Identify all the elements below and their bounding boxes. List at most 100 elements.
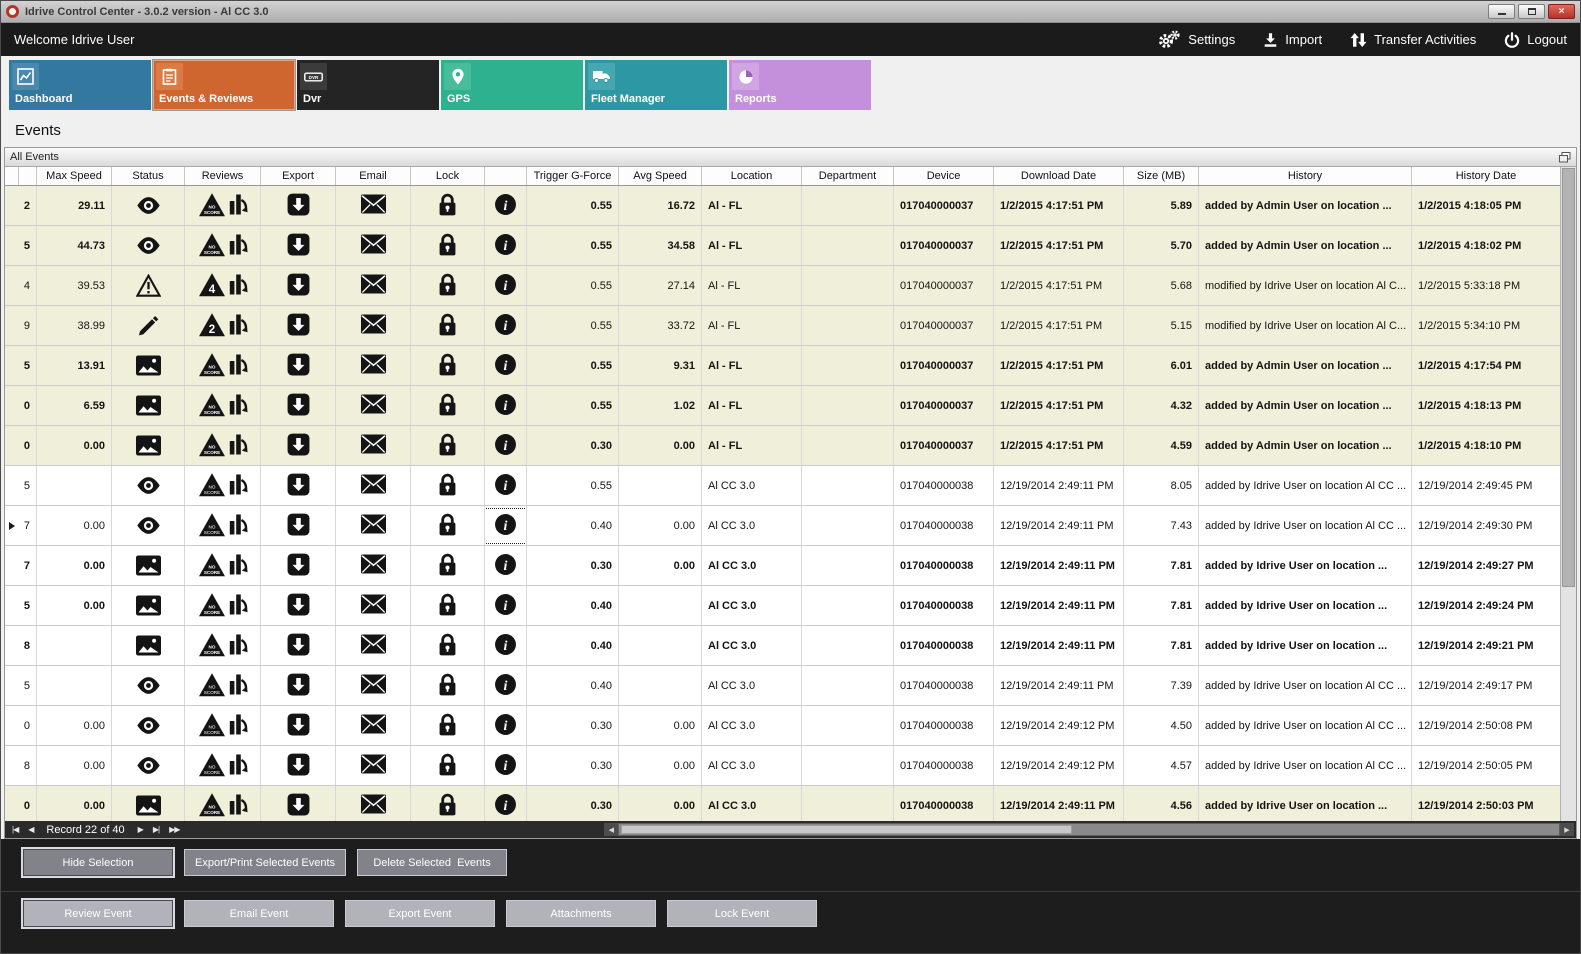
info-cell[interactable]: i xyxy=(485,426,527,465)
info-icon[interactable]: i xyxy=(494,633,517,659)
next-record-button[interactable]: ▶ xyxy=(137,825,144,834)
export-cell[interactable] xyxy=(261,466,336,505)
previous-record-button[interactable]: ◀ xyxy=(28,825,34,834)
tab-fleet-manager[interactable]: Fleet Manager xyxy=(585,60,727,110)
email-icon[interactable] xyxy=(360,314,387,337)
lock-icon[interactable] xyxy=(437,312,458,340)
export-event-button[interactable]: Export Event xyxy=(345,900,495,927)
email-cell[interactable] xyxy=(336,346,411,385)
export-cell[interactable] xyxy=(261,506,336,545)
email-icon[interactable] xyxy=(360,794,387,817)
column-header-trigger-g-force[interactable]: Trigger G-Force xyxy=(527,167,619,185)
lock-cell[interactable] xyxy=(411,266,485,305)
export-cell[interactable] xyxy=(261,346,336,385)
email-cell[interactable] xyxy=(336,266,411,305)
email-icon[interactable] xyxy=(360,754,387,777)
info-cell[interactable]: i xyxy=(485,466,527,505)
info-cell[interactable]: i xyxy=(485,506,527,545)
lock-cell[interactable] xyxy=(411,586,485,625)
info-cell[interactable]: i xyxy=(485,786,527,821)
email-cell[interactable] xyxy=(336,546,411,585)
lock-cell[interactable] xyxy=(411,346,485,385)
lock-icon[interactable] xyxy=(437,792,458,820)
info-icon[interactable]: i xyxy=(494,273,517,299)
table-row[interactable]: 2 29.11 NO SCORE i 0.55 16.72 Al - FL 0170400000… xyxy=(5,186,1560,226)
tab-dvr[interactable]: DVR Dvr xyxy=(297,60,439,110)
horizontal-scrollbar-thumb[interactable] xyxy=(621,825,1073,834)
table-row[interactable]: 4 39.53 4 i 0.55 27.14 Al - FL 017040000037 1/2/… xyxy=(5,266,1560,306)
reviews-cell[interactable]: NO SCORE xyxy=(185,346,261,385)
email-cell[interactable] xyxy=(336,426,411,465)
column-header-export[interactable]: Export xyxy=(261,167,336,185)
info-icon[interactable]: i xyxy=(494,353,517,379)
info-icon[interactable]: i xyxy=(494,233,517,259)
last-record-button[interactable]: ▶| xyxy=(152,825,160,834)
horizontal-scrollbar[interactable]: ◀ ▶ xyxy=(604,823,1574,836)
lock-icon[interactable] xyxy=(437,552,458,580)
info-icon[interactable]: i xyxy=(494,673,517,699)
table-row[interactable]: 0 0.00 NO SCORE i 0.30 0.00 Al CC 3.0 0170400000… xyxy=(5,706,1560,746)
info-icon[interactable]: i xyxy=(494,553,517,579)
info-icon[interactable]: i xyxy=(494,513,517,539)
lock-cell[interactable] xyxy=(411,786,485,821)
lock-cell[interactable] xyxy=(411,186,485,225)
reviews-cell[interactable]: NO SCORE xyxy=(185,746,261,785)
review-event-button[interactable]: Review Event xyxy=(23,900,173,927)
lock-icon[interactable] xyxy=(437,752,458,780)
reviews-cell[interactable]: NO SCORE xyxy=(185,626,261,665)
lock-icon[interactable] xyxy=(437,352,458,380)
email-icon[interactable] xyxy=(360,434,387,457)
export-icon[interactable] xyxy=(286,552,311,580)
export-icon[interactable] xyxy=(286,272,311,300)
info-cell[interactable]: i xyxy=(485,226,527,265)
email-cell[interactable] xyxy=(336,746,411,785)
export-icon[interactable] xyxy=(286,752,311,780)
info-icon[interactable]: i xyxy=(494,193,517,219)
export-icon[interactable] xyxy=(286,512,311,540)
lock-event-button[interactable]: Lock Event xyxy=(667,900,817,927)
reviews-cell[interactable]: 2 xyxy=(185,306,261,345)
export-print-selected-events-button[interactable]: Export/Print Selected Events xyxy=(184,849,347,876)
table-row[interactable]: 7 0.00 NO SCORE i 0.30 0.00 Al CC 3.0 0170400000… xyxy=(5,546,1560,586)
attachments-button[interactable]: Attachments xyxy=(506,900,656,927)
info-cell[interactable]: i xyxy=(485,586,527,625)
close-button[interactable]: × xyxy=(1548,4,1575,19)
export-icon[interactable] xyxy=(286,712,311,740)
info-cell[interactable]: i xyxy=(485,666,527,705)
column-header-size-mb[interactable]: Size (MB) xyxy=(1124,167,1199,185)
logout-action[interactable]: Logout xyxy=(1504,31,1567,48)
email-icon[interactable] xyxy=(360,474,387,497)
email-event-button[interactable]: Email Event xyxy=(184,900,334,927)
info-icon[interactable]: i xyxy=(494,593,517,619)
info-cell[interactable]: i xyxy=(485,546,527,585)
lock-icon[interactable] xyxy=(437,472,458,500)
table-row[interactable]: 5 44.73 NO SCORE i 0.55 34.58 Al - FL 0170400000… xyxy=(5,226,1560,266)
import-action[interactable]: Import xyxy=(1263,32,1322,48)
lock-icon[interactable] xyxy=(437,592,458,620)
info-icon[interactable]: i xyxy=(494,313,517,339)
lock-cell[interactable] xyxy=(411,506,485,545)
export-icon[interactable] xyxy=(286,472,311,500)
email-cell[interactable] xyxy=(336,666,411,705)
lock-cell[interactable] xyxy=(411,626,485,665)
column-header-download-date[interactable]: Download Date xyxy=(994,167,1124,185)
lock-cell[interactable] xyxy=(411,546,485,585)
lock-cell[interactable] xyxy=(411,306,485,345)
tab-reports[interactable]: Reports xyxy=(729,60,871,110)
settings-action[interactable]: Settings xyxy=(1157,30,1235,49)
transfer-activities-action[interactable]: Transfer Activities xyxy=(1350,32,1476,48)
column-header-avg-speed[interactable]: Avg Speed xyxy=(619,167,702,185)
info-icon[interactable]: i xyxy=(494,433,517,459)
export-icon[interactable] xyxy=(286,672,311,700)
export-cell[interactable] xyxy=(261,706,336,745)
table-row[interactable]: 0 6.59 NO SCORE i 0.55 1.02 Al - FL 017040000037… xyxy=(5,386,1560,426)
reviews-cell[interactable]: 4 xyxy=(185,266,261,305)
next-page-button[interactable]: ▶▶ xyxy=(169,825,180,834)
lock-cell[interactable] xyxy=(411,386,485,425)
table-row[interactable]: 0 0.00 NO SCORE i 0.30 0.00 Al CC 3.0 0170400000… xyxy=(5,786,1560,821)
export-icon[interactable] xyxy=(286,792,311,820)
export-icon[interactable] xyxy=(286,632,311,660)
vertical-scrollbar[interactable] xyxy=(1560,167,1576,821)
info-icon[interactable]: i xyxy=(494,393,517,419)
column-header-history-date[interactable]: History Date xyxy=(1455,170,1517,182)
